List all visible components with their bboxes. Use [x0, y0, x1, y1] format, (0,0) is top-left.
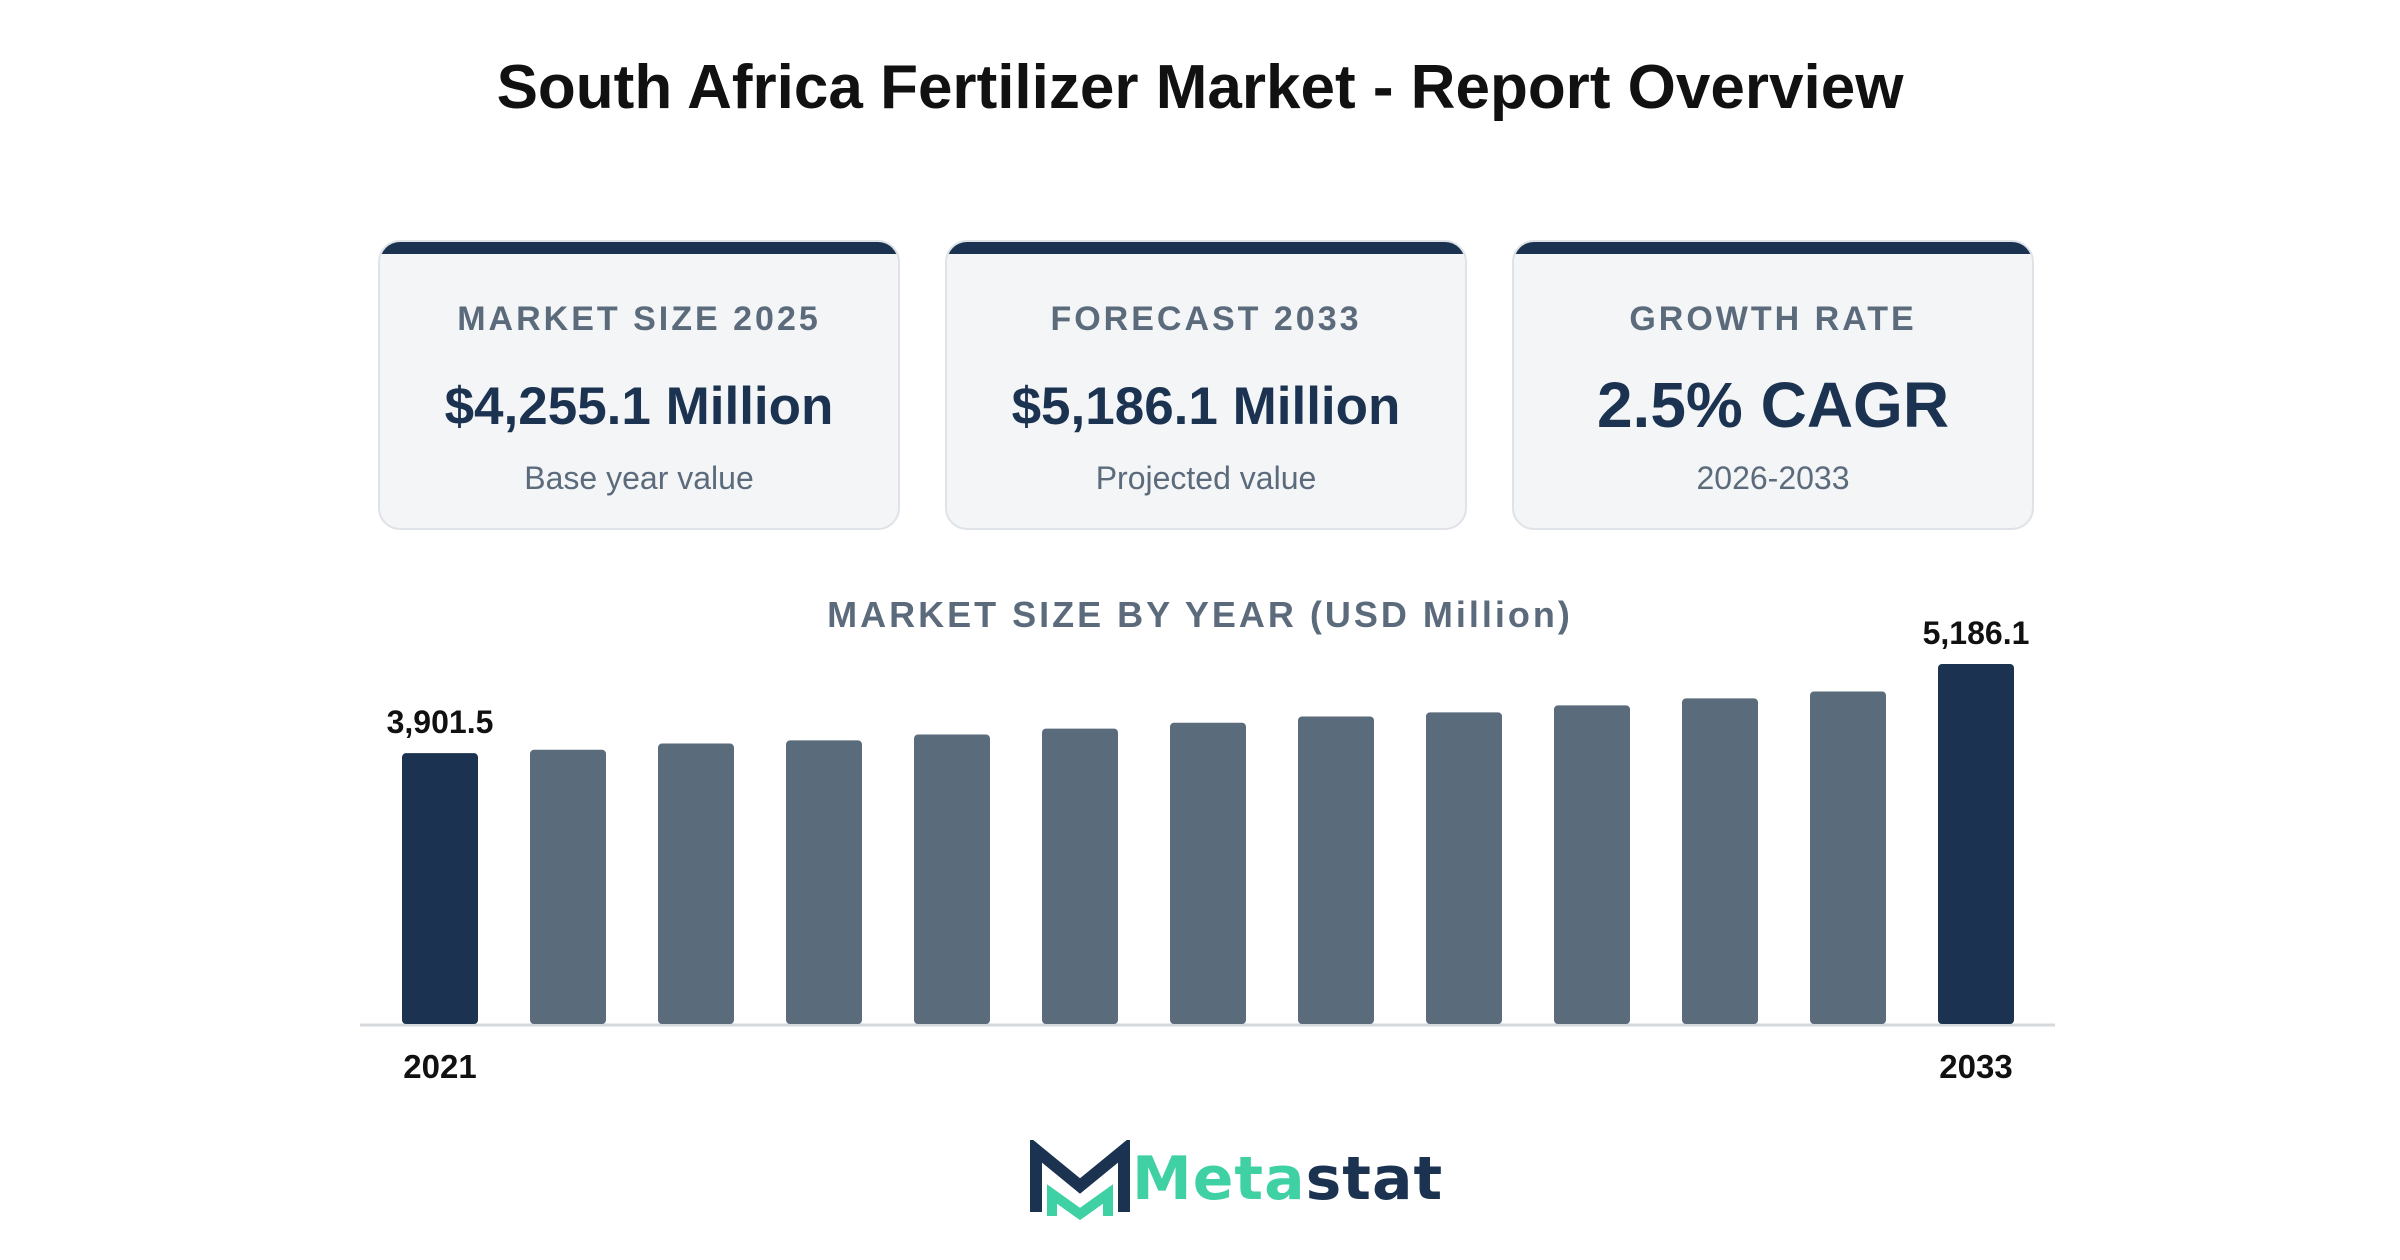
- bar-2022: [530, 749, 606, 1024]
- card-subtitle: Projected value: [1095, 460, 1317, 496]
- bar-2026: [1042, 728, 1118, 1024]
- growth-rate-card: GROWTH RATE 2.5% CAGR 2026-2033: [1512, 240, 2034, 530]
- card-subtitle: Base year value: [524, 460, 754, 496]
- market-size-card: MARKET SIZE 2025 $4,255.1 Million Base y…: [378, 240, 900, 530]
- data-label-2033: 5,186.1: [1923, 615, 2030, 651]
- bar-2031: [1682, 698, 1758, 1024]
- bar-2028: [1298, 716, 1374, 1024]
- bar-2024: [786, 740, 862, 1024]
- card-value: $4,255.1 Million: [444, 377, 834, 436]
- card-label: MARKET SIZE 2025: [457, 300, 821, 338]
- logo-wordmark-part1: Meta: [1132, 1144, 1306, 1214]
- card-label: FORECAST 2033: [1050, 300, 1362, 338]
- bar-2025: [914, 734, 990, 1024]
- bar-2032: [1810, 691, 1886, 1024]
- chart-title: MARKET SIZE BY YEAR (USD Million): [827, 594, 1573, 635]
- x-tick-label-2021: 2021: [403, 1048, 476, 1085]
- card-accent-bar: [1514, 242, 2032, 254]
- page-title: South Africa Fertilizer Market - Report …: [496, 53, 1904, 122]
- bar-2030: [1554, 705, 1630, 1024]
- card-subtitle: 2026-2033: [1696, 460, 1850, 496]
- card-accent-bar: [947, 242, 1465, 254]
- metastat-logo: Metastat: [1030, 1137, 1442, 1221]
- logo-wordmark: Metastat: [1132, 1144, 1443, 1214]
- forecast-card: FORECAST 2033 $5,186.1 Million Projected…: [945, 240, 1467, 530]
- bar-2021: [402, 753, 478, 1024]
- data-label-2021: 3,901.5: [387, 704, 494, 740]
- card-accent-bar: [380, 242, 898, 254]
- x-tick-label-2033: 2033: [1939, 1048, 2012, 1085]
- metastat-logo-icon: [1030, 1137, 1130, 1221]
- card-value: 2.5% CAGR: [1596, 369, 1950, 441]
- card-label: GROWTH RATE: [1629, 300, 1917, 338]
- bar-2027: [1170, 722, 1246, 1024]
- bar-2023: [658, 743, 734, 1024]
- logo-wordmark-part2: stat: [1305, 1144, 1444, 1214]
- bar-2029: [1426, 712, 1502, 1024]
- card-value: $5,186.1 Million: [1011, 377, 1401, 436]
- bar-2033: [1938, 664, 2014, 1024]
